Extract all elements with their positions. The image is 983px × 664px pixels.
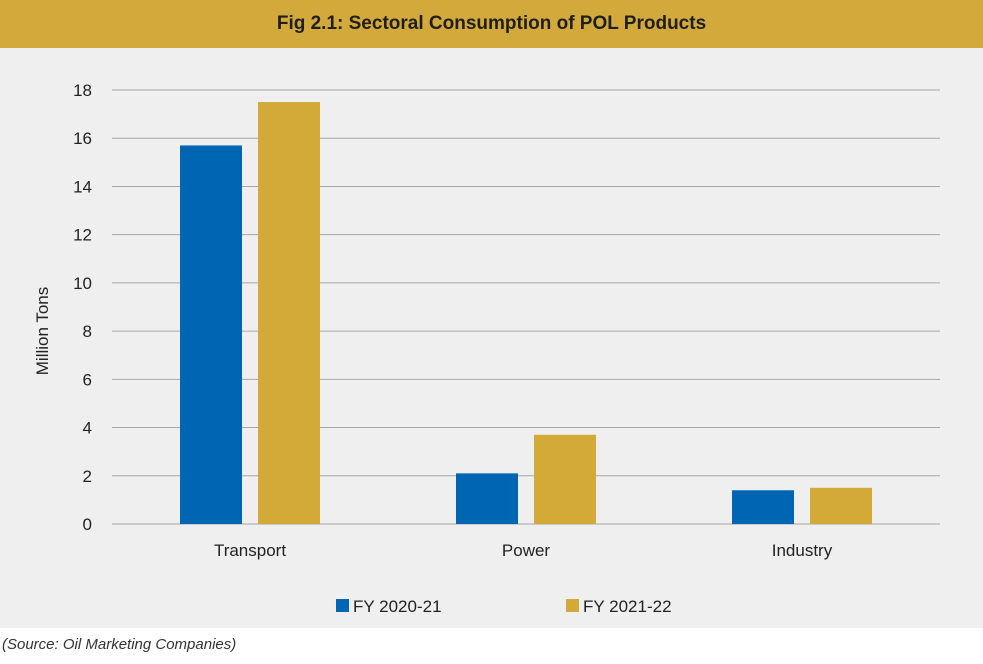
y-tick-label: 10 xyxy=(73,274,92,293)
bar-power-series-2 xyxy=(534,434,596,524)
legend-label: FY 2021-22 xyxy=(583,597,672,616)
y-tick-label: 4 xyxy=(83,419,92,438)
y-tick-label: 14 xyxy=(73,177,92,196)
y-tick-label: 2 xyxy=(83,467,92,486)
bar-power-series-1 xyxy=(456,473,518,524)
legend-label: FY 2020-21 xyxy=(353,597,442,616)
y-tick-label: 18 xyxy=(73,81,92,100)
y-axis-label: Million Tons xyxy=(33,287,52,376)
bar-transport-series-2 xyxy=(258,102,320,525)
bar-transport-series-1 xyxy=(180,145,242,524)
chart-title: Fig 2.1: Sectoral Consumption of POL Pro… xyxy=(0,0,983,48)
bar-industry-series-2 xyxy=(810,487,872,524)
chart-panel xyxy=(0,48,983,628)
legend-swatch xyxy=(336,599,349,612)
legend-swatch xyxy=(566,599,579,612)
y-tick-label: 8 xyxy=(83,322,92,341)
x-tick-label: Industry xyxy=(772,541,833,560)
x-tick-label: Power xyxy=(502,541,551,560)
source-note: (Source: Oil Marketing Companies) xyxy=(2,636,237,653)
y-tick-label: 0 xyxy=(83,515,92,534)
bar-industry-series-1 xyxy=(732,490,794,524)
x-tick-label: Transport xyxy=(214,541,286,560)
bar-chart: 0 2 4 6 8 10 12 14 16 18 Transport Power Industry Mi… xyxy=(33,81,940,616)
y-tick-label: 6 xyxy=(83,370,92,389)
y-tick-label: 16 xyxy=(73,129,92,148)
y-tick-label: 12 xyxy=(73,226,92,245)
